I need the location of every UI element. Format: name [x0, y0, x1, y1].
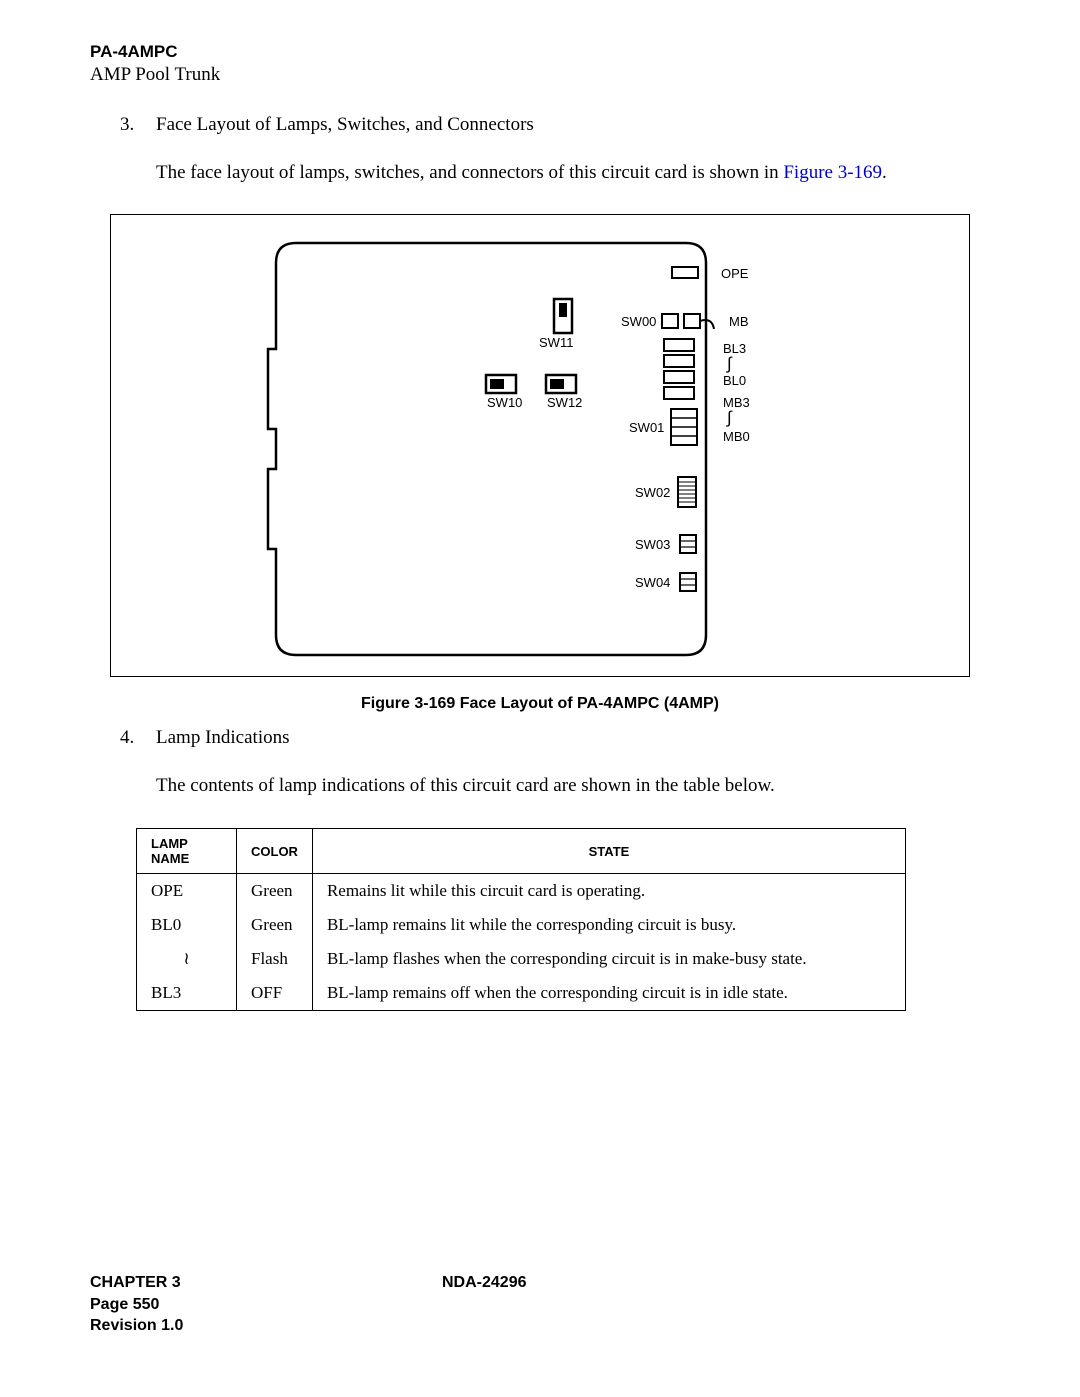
td-state: Remains lit while this circuit card is o…: [312, 874, 905, 909]
footer-revision: Revision 1.0: [90, 1315, 990, 1337]
label-sw01: SW01: [629, 420, 664, 435]
label-bl0: BL0: [723, 373, 746, 388]
label-sw00: SW00: [621, 314, 656, 329]
footer-doc: NDA-24296: [442, 1272, 526, 1294]
section-4-para: The contents of lamp indications of this…: [156, 773, 990, 799]
footer-chapter: CHAPTER 3: [90, 1272, 990, 1294]
th-lamp-name: LAMP NAME: [137, 829, 237, 874]
label-ope: OPE: [721, 266, 748, 281]
label-mb0: MB0: [723, 429, 750, 444]
td-color: OFF: [237, 976, 313, 1011]
label-mb: MB: [729, 314, 749, 329]
label-sw04: SW04: [635, 575, 670, 590]
section-3: 3. Face Layout of Lamps, Switches, and C…: [120, 114, 990, 136]
section-4-num: 4.: [120, 727, 156, 749]
section-4-title: Lamp Indications: [156, 727, 990, 749]
header-code: PA-4AMPC: [90, 42, 990, 62]
td-color: Flash: [237, 942, 313, 976]
td-name: OPE: [137, 874, 237, 909]
td-color: Green: [237, 874, 313, 909]
label-sw12: SW12: [547, 395, 582, 410]
table-row: OPE Green Remains lit while this circuit…: [137, 874, 906, 909]
lamp-table: LAMP NAME COLOR STATE OPE Green Remains …: [136, 828, 906, 1011]
figure-ref-link[interactable]: Figure 3-169: [783, 162, 882, 183]
td-state: BL-lamp remains off when the correspondi…: [312, 976, 905, 1011]
section-3-text-a: The face layout of lamps, switches, and …: [156, 162, 783, 183]
wave-icon-2: ∫: [727, 409, 732, 426]
table-row: ≀ Flash BL-lamp flashes when the corresp…: [137, 942, 906, 976]
td-color: Green: [237, 908, 313, 942]
label-sw02: SW02: [635, 485, 670, 500]
td-name: ≀: [137, 942, 237, 976]
label-sw11: SW11: [539, 335, 573, 350]
card-diagram: [266, 239, 726, 659]
section-3-num: 3.: [120, 114, 156, 136]
label-sw03: SW03: [635, 537, 670, 552]
th-color: COLOR: [237, 829, 313, 874]
figure-caption: Figure 3-169 Face Layout of PA-4AMPC (4A…: [90, 695, 990, 713]
table-row: BL3 OFF BL-lamp remains off when the cor…: [137, 976, 906, 1011]
figure-box: OPE MB SW00 BL3 ∫ BL0 MB3 ∫ MB0 SW01 SW0…: [110, 214, 970, 677]
wave-icon: ∫: [727, 355, 732, 372]
td-name: BL0: [137, 908, 237, 942]
header-subtitle: AMP Pool Trunk: [90, 64, 990, 86]
td-name: BL3: [137, 976, 237, 1011]
td-state: BL-lamp remains lit while the correspond…: [312, 908, 905, 942]
page-footer: CHAPTER 3 Page 550 Revision 1.0 NDA-2429…: [90, 1272, 990, 1337]
th-state: STATE: [312, 829, 905, 874]
section-3-para: The face layout of lamps, switches, and …: [156, 160, 990, 186]
section-4: 4. Lamp Indications: [120, 727, 990, 749]
section-3-title: Face Layout of Lamps, Switches, and Conn…: [156, 114, 990, 136]
section-3-text-b: .: [882, 162, 887, 183]
table-header-row: LAMP NAME COLOR STATE: [137, 829, 906, 874]
footer-page: Page 550: [90, 1294, 990, 1316]
label-sw10: SW10: [487, 395, 522, 410]
table-row: BL0 Green BL-lamp remains lit while the …: [137, 908, 906, 942]
td-state: BL-lamp flashes when the corresponding c…: [312, 942, 905, 976]
